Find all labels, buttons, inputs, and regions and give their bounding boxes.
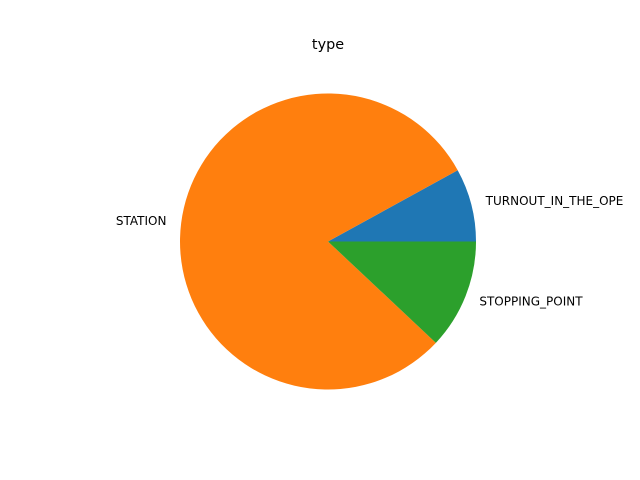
- pie-slice-turnout-in-the-ope: [328, 170, 476, 242]
- pie-slices: [180, 93, 476, 390]
- pie-labels: TURNOUT_IN_THE_OPE STATION STOPPING_POINT: [116, 194, 623, 308]
- pie-label-station: STATION: [116, 214, 167, 228]
- pie-label-turnout-in-the-ope: TURNOUT_IN_THE_OPE: [485, 194, 624, 208]
- pie-slice-station: [180, 93, 458, 390]
- chart-title: type: [312, 37, 344, 53]
- pie-label-stopping-point: STOPPING_POINT: [479, 294, 583, 308]
- pie-slice-stopping-point: [328, 241, 476, 343]
